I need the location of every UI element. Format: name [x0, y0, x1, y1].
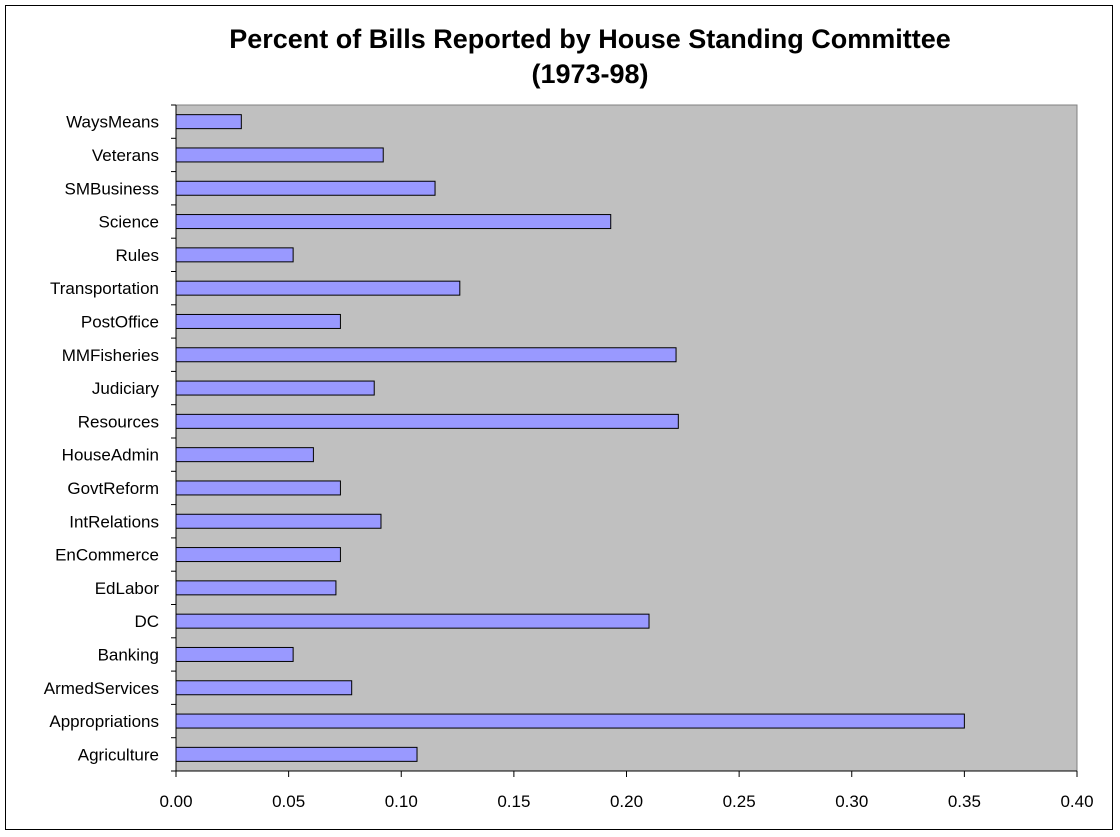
bar-houseadmin: [175, 447, 314, 463]
labels-group: WaysMeans Veterans SMBusiness Science Rules T…: [44, 113, 1094, 811]
bar-intrelations: [175, 513, 382, 529]
x-tick-label: 0.05: [272, 792, 305, 811]
bar-waysmeans: [175, 114, 242, 130]
chart-title: Percent of Bills Reported by House Stand…: [229, 24, 951, 54]
category-label: Transportation: [50, 279, 159, 298]
category-label: IntRelations: [69, 512, 159, 531]
category-label: WaysMeans: [66, 113, 159, 132]
category-label: Resources: [78, 412, 159, 431]
plot-area: [175, 104, 1078, 772]
bar-rules: [175, 247, 294, 263]
bar-banking: [175, 646, 294, 662]
bars-group: [175, 114, 965, 762]
x-tick-label: 0.00: [159, 792, 192, 811]
bar-encommerce: [175, 547, 341, 563]
bar-veterans: [175, 147, 384, 163]
category-label: ArmedServices: [44, 679, 159, 698]
category-label: Science: [99, 213, 159, 232]
bar-edlabor: [175, 580, 337, 596]
x-tick-label: 0.20: [610, 792, 643, 811]
bar-agriculture: [175, 746, 418, 762]
category-label: PostOffice: [81, 312, 159, 331]
bar-judiciary: [175, 380, 375, 396]
category-label: EnCommerce: [55, 546, 159, 565]
x-tick-label: 0.35: [948, 792, 981, 811]
bar-armedservices: [175, 680, 353, 696]
category-label: Appropriations: [49, 712, 159, 731]
bar-resources: [175, 413, 679, 429]
category-label: Veterans: [92, 146, 159, 165]
chart-subtitle: (1973-98): [531, 59, 649, 89]
bar-mmfisheries: [175, 347, 677, 363]
bar-transportation: [175, 280, 461, 296]
bar-postoffice: [175, 313, 341, 329]
category-label: Rules: [116, 246, 159, 265]
category-label: GovtReform: [67, 479, 159, 498]
bar-smbusiness: [175, 180, 436, 196]
x-tick-label: 0.30: [835, 792, 868, 811]
chart-title-block: Percent of Bills Reported by House Stand…: [0, 22, 1120, 92]
x-tick-label: 0.15: [497, 792, 530, 811]
bar-science: [175, 214, 612, 230]
bar-govtreform: [175, 480, 341, 496]
axes-group: [171, 104, 1078, 777]
category-label: SMBusiness: [65, 179, 159, 198]
x-tick-label: 0.10: [385, 792, 418, 811]
bar-appropriations: [175, 713, 965, 729]
x-tick-label: 0.25: [723, 792, 756, 811]
category-label: Agriculture: [78, 745, 159, 764]
category-label: MMFisheries: [62, 346, 159, 365]
x-tick-label: 0.40: [1060, 792, 1093, 811]
category-label: Judiciary: [92, 379, 160, 398]
category-label: DC: [134, 612, 159, 631]
category-label: Banking: [98, 645, 159, 664]
bar-dc: [175, 613, 650, 629]
category-label: EdLabor: [95, 579, 160, 598]
category-label: HouseAdmin: [62, 446, 159, 465]
